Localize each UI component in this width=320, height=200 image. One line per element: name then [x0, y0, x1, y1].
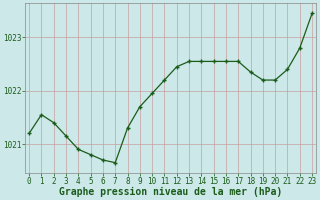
X-axis label: Graphe pression niveau de la mer (hPa): Graphe pression niveau de la mer (hPa)	[59, 187, 282, 197]
